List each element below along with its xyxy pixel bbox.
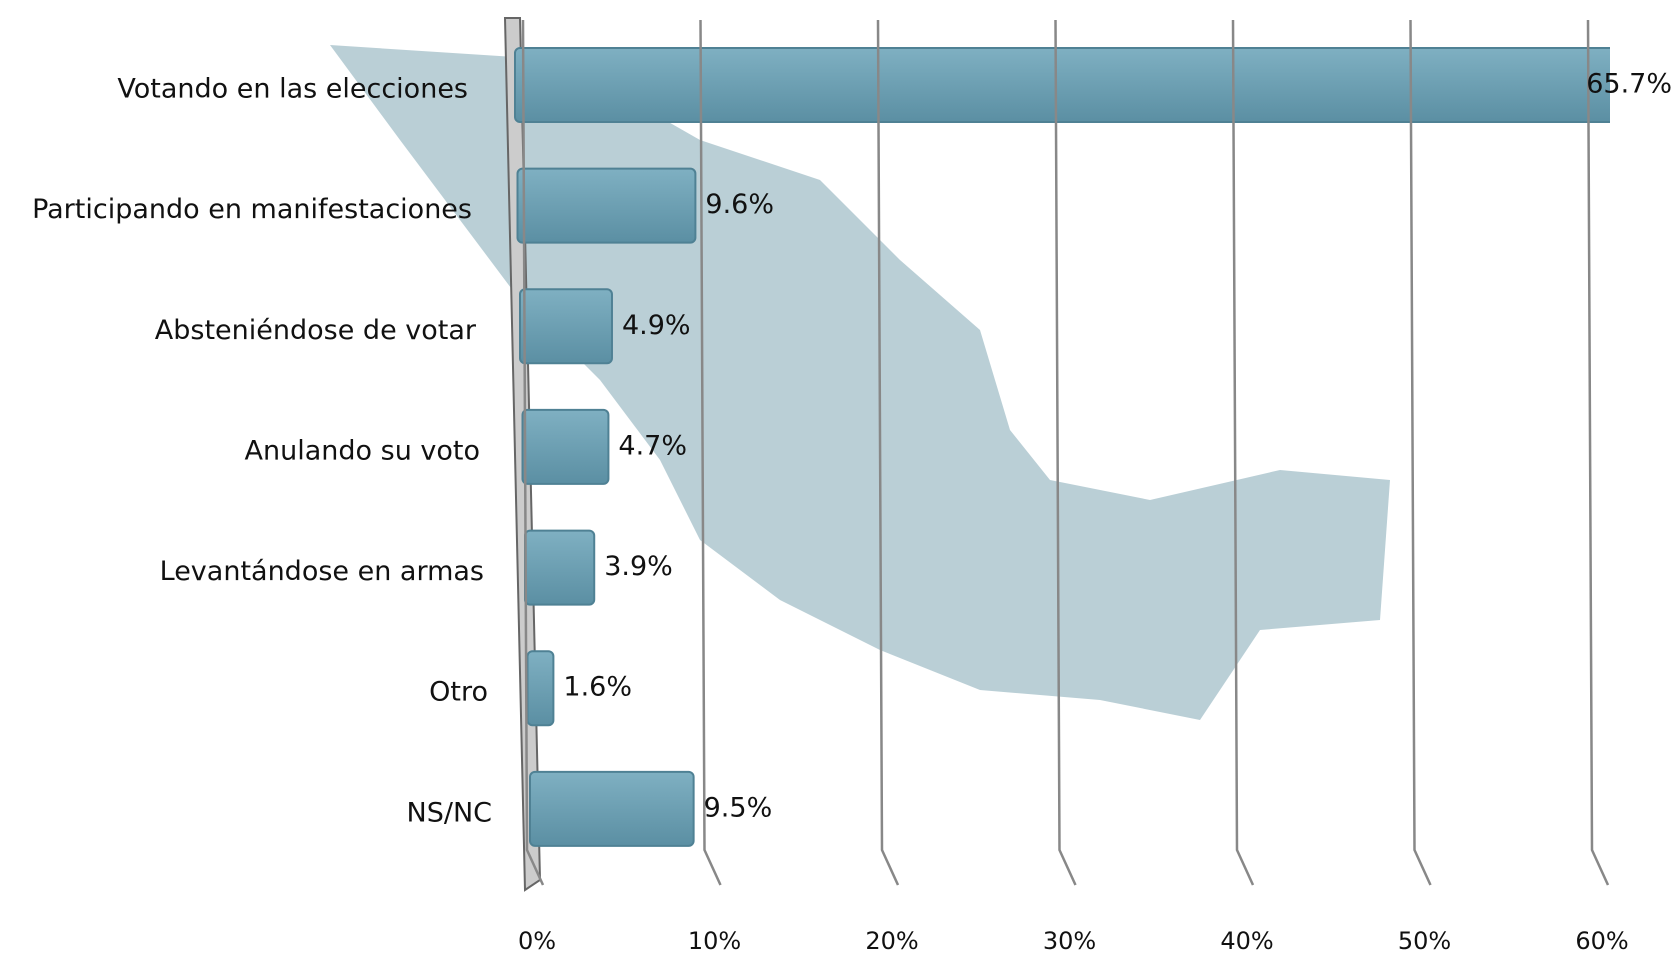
bar <box>526 650 555 727</box>
value-label: 4.7% <box>618 430 687 461</box>
bar <box>516 167 697 244</box>
x-tick-label: 50% <box>1398 927 1451 955</box>
grid-line <box>521 19 545 886</box>
background-map <box>330 45 1390 720</box>
grid-line <box>1586 19 1610 886</box>
value-label: 1.6% <box>563 672 632 703</box>
category-label: Levantándose en armas <box>160 556 484 587</box>
x-tick-label: 30% <box>1043 927 1096 955</box>
bar <box>521 408 610 485</box>
x-tick-label: 0% <box>518 927 556 955</box>
x-tick-label: 60% <box>1575 927 1628 955</box>
category-label: NS/NC <box>407 797 492 828</box>
bar <box>524 529 596 606</box>
value-label: 3.9% <box>604 551 673 582</box>
bar <box>529 770 695 847</box>
x-tick-label: 20% <box>865 927 918 955</box>
plot <box>514 47 1610 847</box>
grid-line <box>876 19 900 886</box>
category-label: Participando en manifestaciones <box>32 194 472 225</box>
value-label: 65.7% <box>1586 69 1672 100</box>
grid-line <box>1231 19 1255 886</box>
grid-line <box>1054 19 1077 886</box>
value-label: 9.6% <box>705 189 774 220</box>
category-label: Anulando su voto <box>245 435 480 466</box>
category-label: Votando en las elecciones <box>117 74 468 105</box>
category-label: Absteniéndose de votar <box>155 315 477 346</box>
value-label: 4.9% <box>622 310 691 341</box>
bar <box>514 47 1610 123</box>
grid-line <box>1409 19 1432 886</box>
x-tick-label: 40% <box>1220 927 1273 955</box>
category-label: Otro <box>429 677 488 708</box>
value-label: 9.5% <box>704 792 773 823</box>
grid-line <box>699 19 722 886</box>
x-tick-label: 10% <box>688 927 741 955</box>
bar <box>519 288 613 365</box>
